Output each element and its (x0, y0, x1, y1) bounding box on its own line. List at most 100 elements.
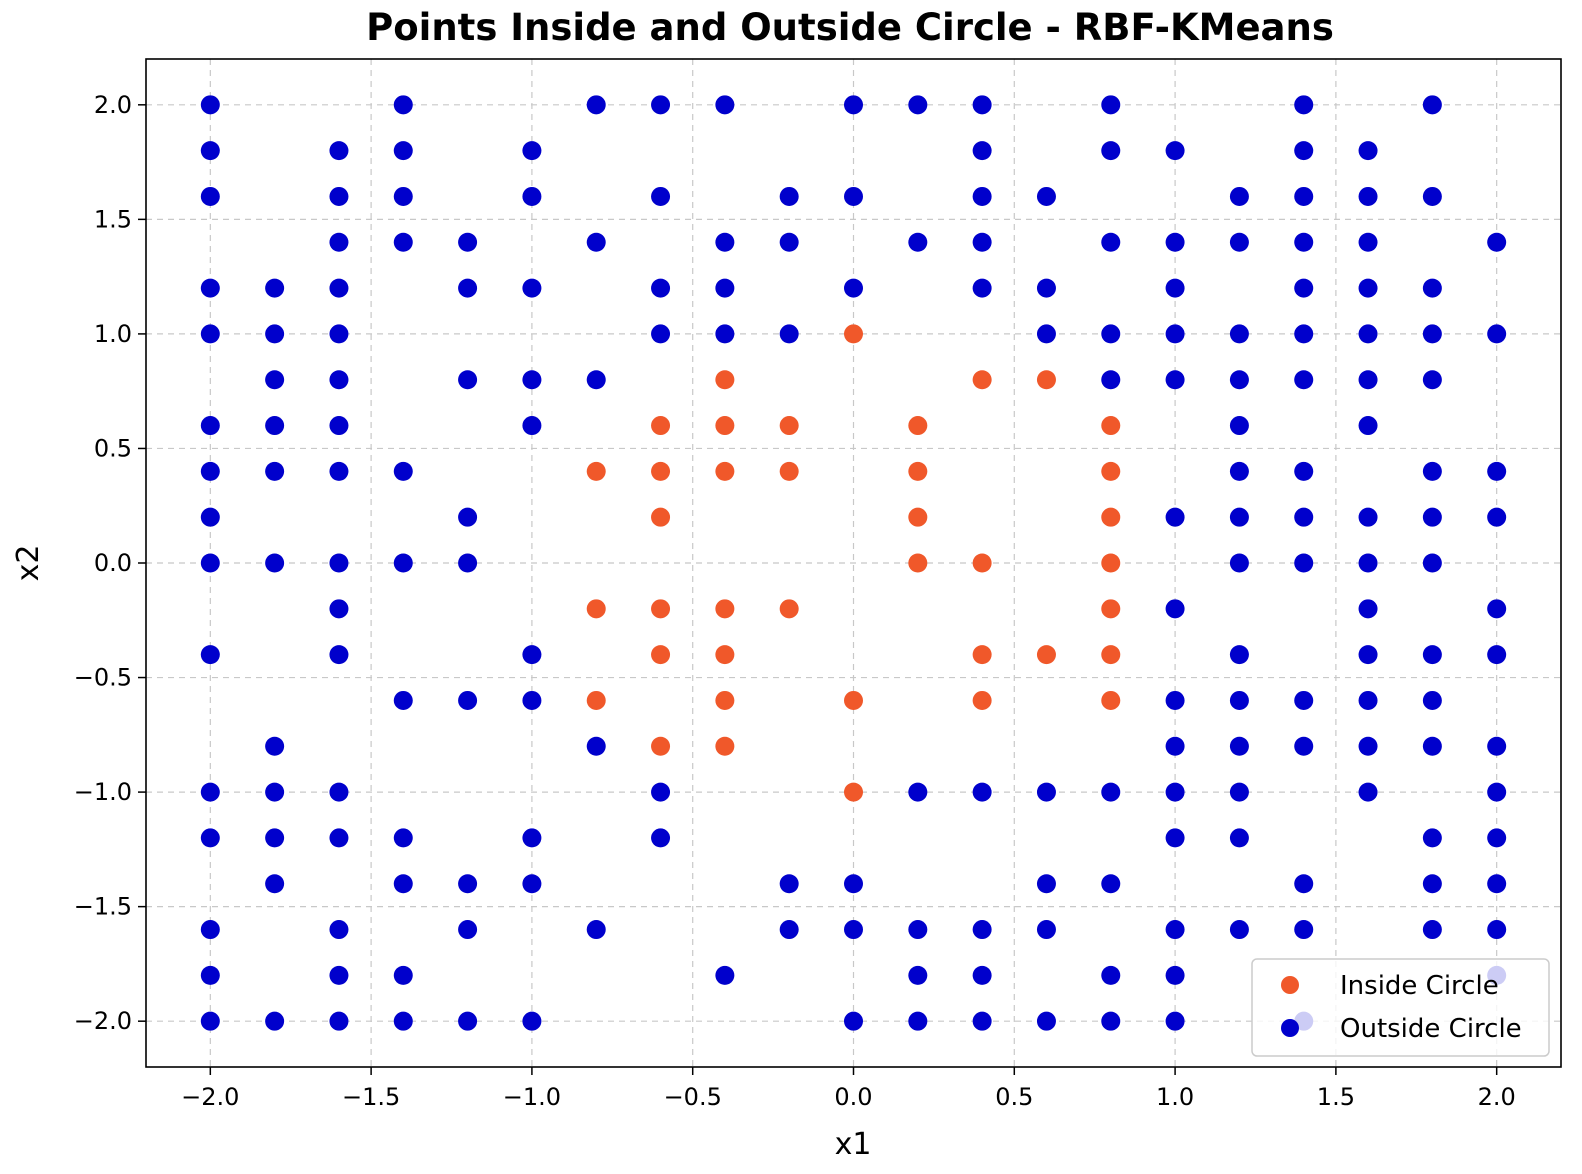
outside-point (458, 874, 478, 894)
outside-point (458, 553, 478, 573)
outside-point (1422, 920, 1442, 940)
x-tick-label: −2.0 (181, 1083, 239, 1111)
outside-point (1165, 965, 1185, 985)
outside-point (1101, 1011, 1121, 1031)
outside-point (329, 141, 349, 161)
inside-point (844, 782, 863, 802)
outside-point (1422, 186, 1442, 206)
outside-point (1358, 782, 1378, 802)
outside-point (651, 95, 671, 115)
outside-point (1165, 599, 1185, 619)
inside-point (972, 553, 992, 573)
outside-point (715, 324, 735, 344)
y-axis-label: x2 (11, 545, 46, 582)
outside-point (200, 141, 220, 161)
outside-point (200, 461, 220, 481)
outside-point (972, 278, 992, 298)
outside-point (1101, 874, 1121, 894)
outside-point (1422, 95, 1442, 115)
inside-point (1101, 553, 1121, 573)
inside-point (715, 690, 735, 710)
outside-point (1294, 553, 1314, 573)
outside-point (1422, 828, 1442, 848)
outside-point (265, 874, 285, 894)
outside-point (329, 553, 349, 573)
outside-point (1358, 370, 1378, 390)
outside-point (972, 782, 992, 802)
outside-point (908, 782, 928, 802)
chart-title: Points Inside and Outside Circle - RBF-K… (366, 6, 1334, 49)
x-axis-label: x1 (835, 1127, 872, 1162)
outside-point (1422, 736, 1442, 756)
outside-point (779, 920, 799, 940)
outside-point (265, 828, 285, 848)
outside-point (393, 461, 413, 481)
inside-point (972, 645, 992, 665)
outside-point (1229, 736, 1249, 756)
outside-point (458, 278, 478, 298)
inside-point (715, 461, 735, 481)
outside-point (1358, 553, 1378, 573)
outside-point (200, 645, 220, 665)
outside-point (1294, 324, 1314, 344)
outside-point (779, 324, 799, 344)
outside-point (844, 920, 863, 940)
outside-point (1358, 232, 1378, 252)
x-tick-label: 0.0 (834, 1083, 872, 1111)
outside-point (651, 324, 671, 344)
y-tick-label: 2.0 (94, 91, 132, 119)
outside-point (972, 920, 992, 940)
outside-point (586, 370, 606, 390)
outside-point (779, 232, 799, 252)
outside-point (1036, 278, 1056, 298)
outside-point (1229, 828, 1249, 848)
inside-point (715, 370, 735, 390)
outside-point (1358, 141, 1378, 161)
inside-point (651, 416, 671, 436)
outside-point (522, 874, 542, 894)
outside-point (329, 920, 349, 940)
outside-point (1294, 370, 1314, 390)
x-axis-ticks: −2.0 −1.5 −1.0 −0.5 0.0 0.5 1.0 1.5 2.0 (181, 1067, 1516, 1111)
outside-point (1422, 553, 1442, 573)
outside-point (458, 370, 478, 390)
outside-point (1229, 507, 1249, 527)
y-axis-ticks: −2.0 −1.5 −1.0 −0.5 0.0 0.5 1.0 1.5 2.0 (74, 91, 146, 1035)
outside-point (908, 95, 928, 115)
outside-point (972, 141, 992, 161)
outside-point (1487, 828, 1507, 848)
outside-point (1165, 507, 1185, 527)
outside-point (200, 278, 220, 298)
outside-point (908, 965, 928, 985)
outside-point (1229, 186, 1249, 206)
outside-point (329, 599, 349, 619)
outside-point (458, 507, 478, 527)
inside-point (779, 461, 799, 481)
outside-point (393, 690, 413, 710)
outside-point (1036, 920, 1056, 940)
outside-point (522, 278, 542, 298)
outside-point (393, 965, 413, 985)
legend-marker-inside (1281, 976, 1299, 994)
outside-point (329, 782, 349, 802)
inside-point (586, 461, 606, 481)
outside-point (1101, 965, 1121, 985)
inside-point (1036, 370, 1056, 390)
outside-point (651, 186, 671, 206)
outside-point (1229, 416, 1249, 436)
y-tick-label: −2.0 (74, 1007, 132, 1035)
outside-point (972, 95, 992, 115)
outside-point (329, 965, 349, 985)
outside-point (1487, 232, 1507, 252)
outside-point (908, 920, 928, 940)
outside-point (1294, 736, 1314, 756)
outside-point (393, 828, 413, 848)
outside-point (1036, 874, 1056, 894)
outside-point (1165, 1011, 1185, 1031)
outside-point (1165, 324, 1185, 344)
outside-point (1036, 324, 1056, 344)
outside-point (1229, 324, 1249, 344)
outside-point (265, 553, 285, 573)
outside-point (329, 278, 349, 298)
inside-point (651, 645, 671, 665)
